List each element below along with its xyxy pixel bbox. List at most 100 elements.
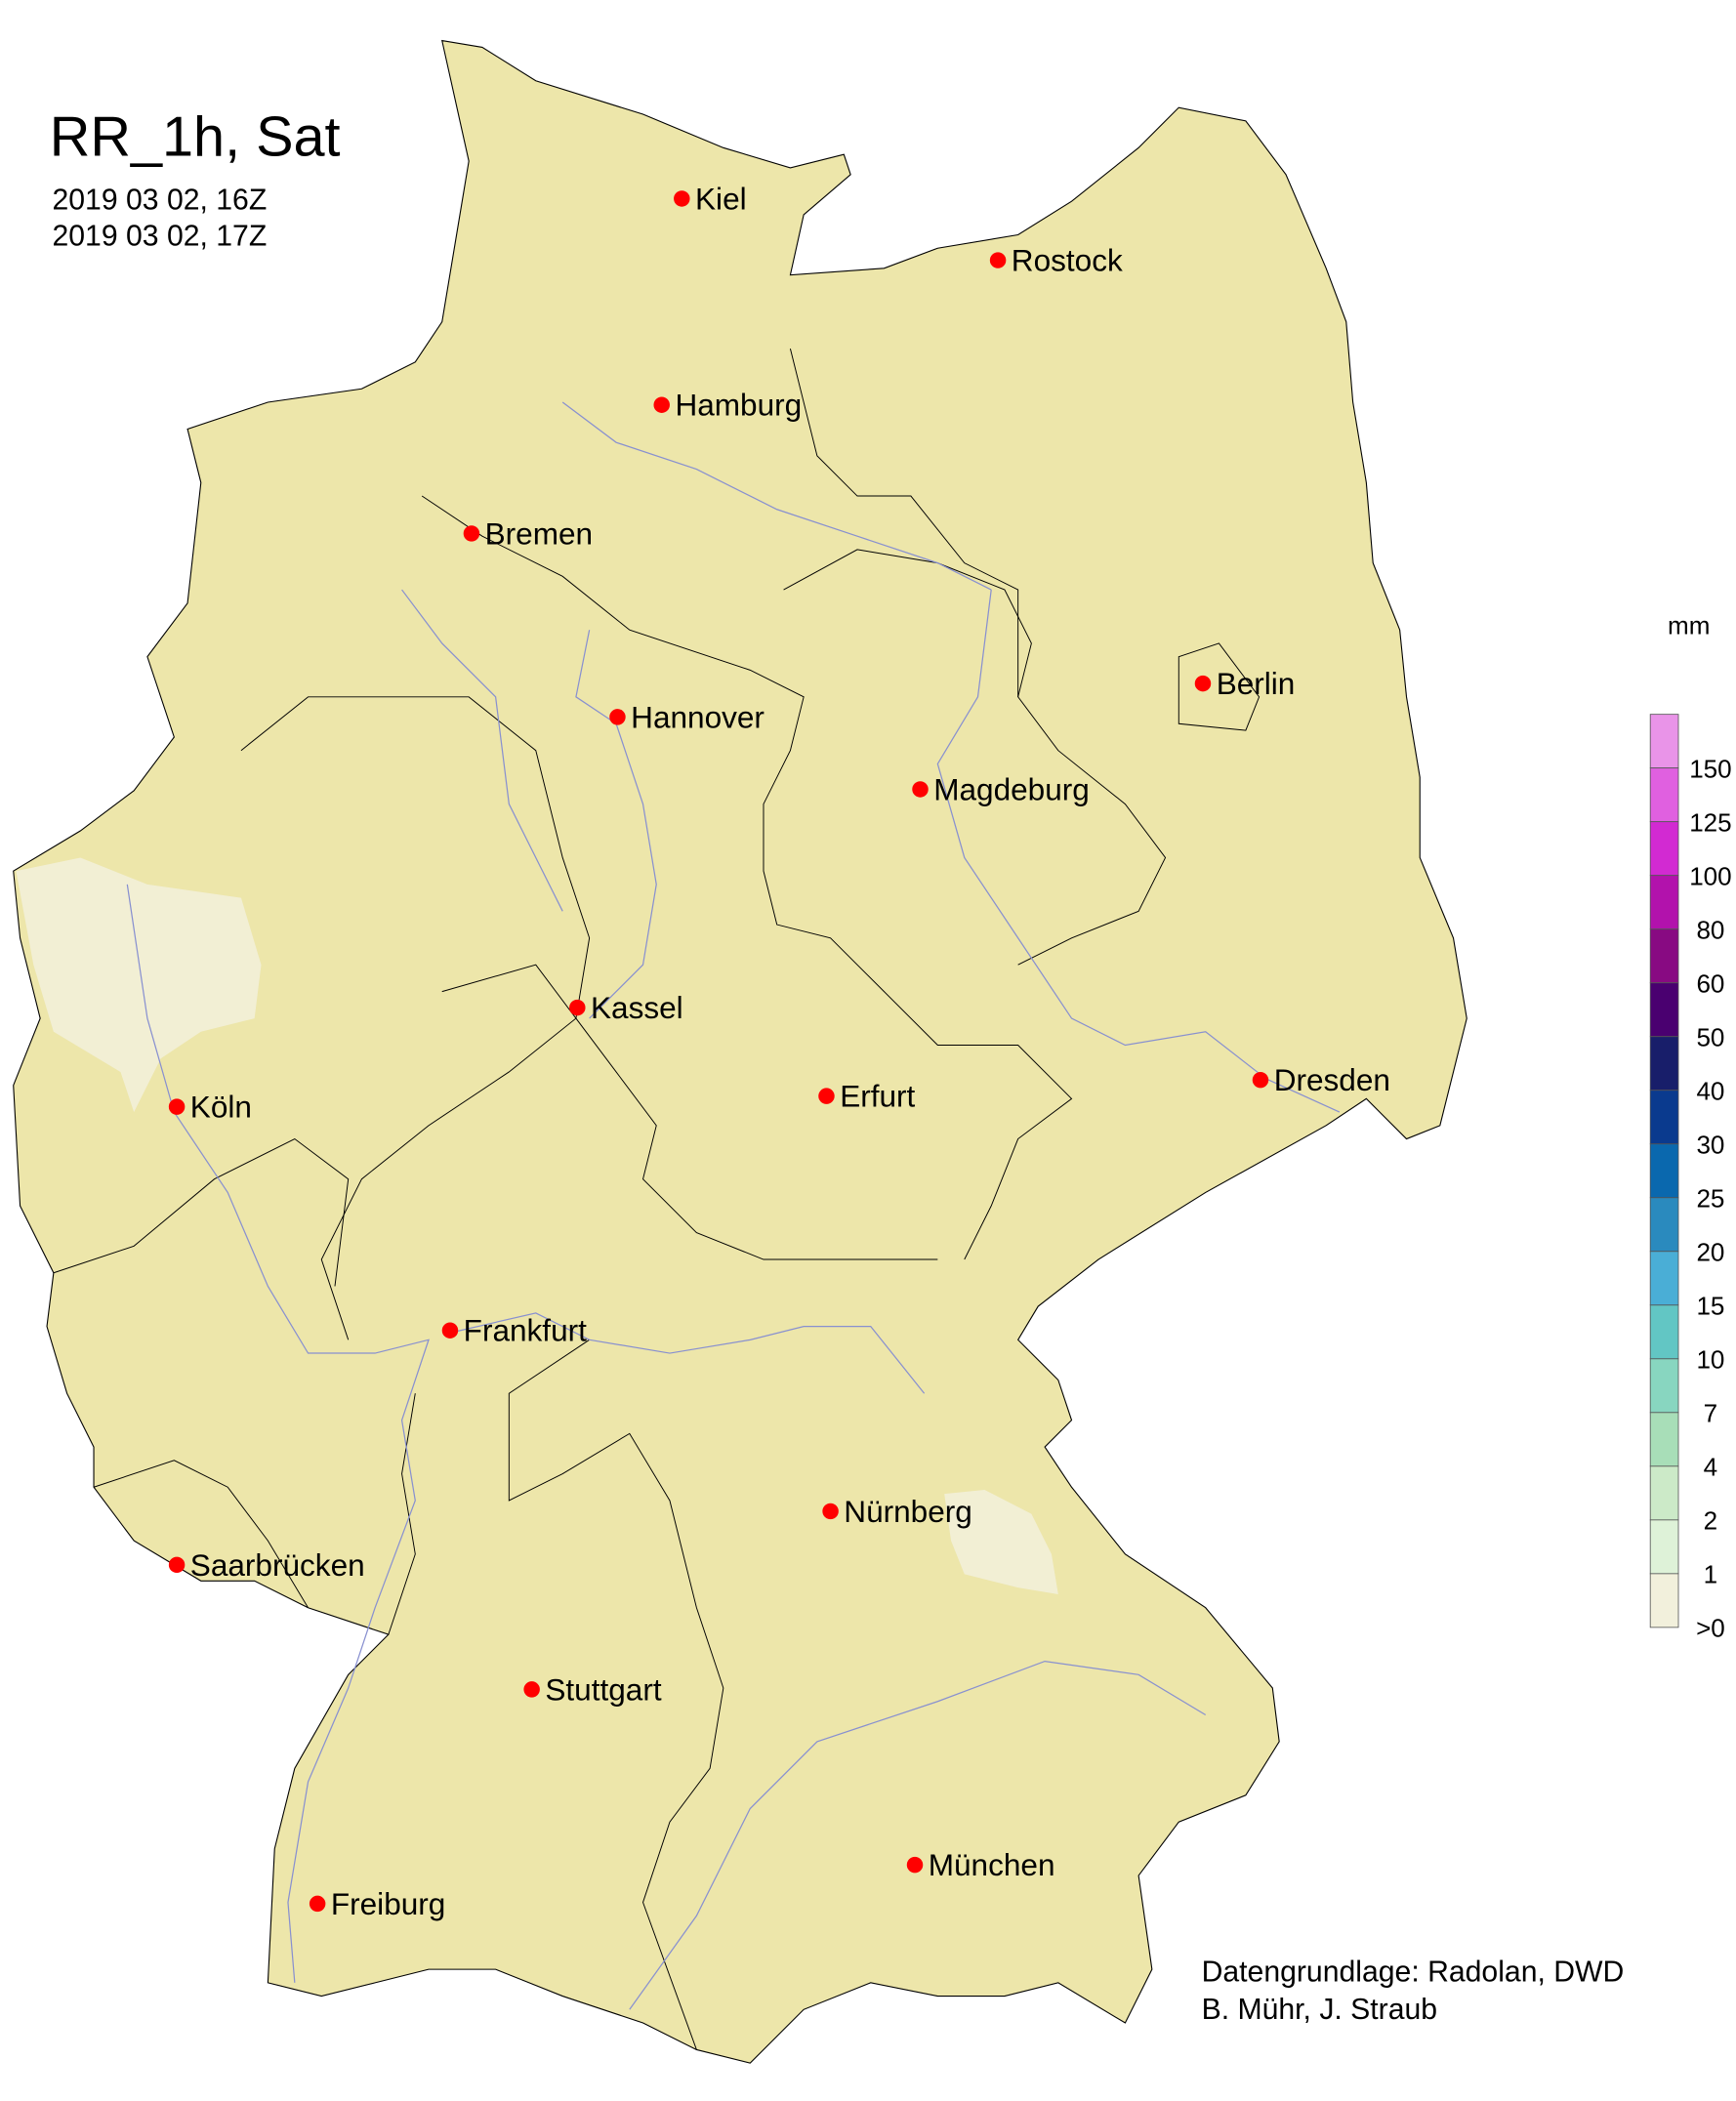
city-label: München (929, 1847, 1055, 1882)
legend-label: 30 (1696, 1130, 1724, 1159)
city-marker-dot (523, 1681, 540, 1698)
legend-label: 125 (1689, 807, 1731, 837)
city-marker-dot (463, 525, 480, 542)
city-münchen: München (906, 1847, 1055, 1882)
color-legend: mm 150 125 100 80 60 50 40 30 25 20 15 10 7 4 2 1 >0 (1649, 610, 1732, 1642)
legend-swatch (1649, 767, 1679, 823)
germany-land (13, 39, 1467, 2064)
legend-label: 80 (1696, 915, 1724, 944)
city-marker-dot (168, 1556, 186, 1574)
legend-swatch (1649, 1304, 1679, 1360)
time-start: 2019 03 02, 16Z (53, 184, 268, 216)
rivers (126, 401, 1341, 2010)
city-label: Köln (190, 1090, 252, 1125)
city-marker-dot (912, 781, 929, 798)
city-hamburg: Hamburg (653, 388, 802, 423)
legend-label: 15 (1696, 1291, 1724, 1320)
credit-line-1: Datengrundlage: Radolan, DWD (1202, 1956, 1625, 1988)
legend-swatch (1649, 982, 1679, 1038)
city-rostock: Rostock (989, 243, 1123, 278)
city-marker-dot (818, 1088, 835, 1104)
legend-swatch (1649, 1519, 1679, 1575)
legend-unit: mm (1668, 610, 1710, 639)
legend-label: 100 (1689, 861, 1731, 890)
city-marker-dot (1194, 675, 1212, 692)
city-stuttgart: Stuttgart (523, 1671, 662, 1707)
map-title: RR_1h, Sat (50, 106, 341, 169)
legend-label: 20 (1696, 1237, 1724, 1266)
city-marker-dot (989, 252, 1007, 268)
city-marker-dot (609, 709, 626, 725)
city-label: Kassel (591, 990, 683, 1025)
city-label: Kiel (695, 181, 747, 216)
legend-swatch (1649, 1573, 1679, 1628)
legend-label: 60 (1696, 968, 1724, 998)
light-precip-east (944, 1489, 1058, 1594)
city-label: Saarbrücken (190, 1547, 365, 1583)
city-label: Berlin (1217, 666, 1296, 701)
legend-swatch (1649, 1197, 1679, 1253)
city-label: Rostock (1012, 243, 1123, 278)
city-label: Freiburg (331, 1886, 445, 1921)
legend-swatch (1649, 928, 1679, 984)
legend-label: 40 (1696, 1076, 1724, 1105)
legend-label: 25 (1696, 1183, 1724, 1213)
city-frankfurt: Frankfurt (441, 1313, 587, 1348)
legend-swatch (1649, 1090, 1679, 1145)
city-marker-dot (168, 1098, 186, 1115)
light-precip-west (16, 857, 262, 1113)
city-marker-dot (1252, 1071, 1269, 1089)
city-marker-dot (906, 1856, 924, 1874)
city-saarbrücken: Saarbrücken (168, 1547, 365, 1583)
legend-swatch (1649, 1143, 1679, 1199)
city-marker-dot (309, 1895, 326, 1913)
city-bremen: Bremen (463, 515, 593, 551)
city-label: Erfurt (840, 1079, 915, 1114)
legend-label: 2 (1704, 1505, 1718, 1535)
credit-line-2: B. Mühr, J. Straub (1202, 1994, 1437, 2026)
city-markers: Kiel Rostock Hamburg Bremen Berlin Hannover Ma… (168, 181, 1390, 1921)
city-marker-dot (822, 1503, 839, 1520)
legend-swatch (1649, 821, 1679, 877)
legend-label: 50 (1696, 1022, 1724, 1051)
city-label: Frankfurt (464, 1313, 587, 1348)
city-marker-dot (441, 1322, 459, 1339)
city-kiel: Kiel (674, 181, 747, 216)
city-label: Hannover (631, 699, 765, 734)
legend-swatch (1649, 1412, 1679, 1467)
legend-label: 7 (1704, 1398, 1718, 1427)
germany-outline (13, 39, 1467, 2064)
time-end: 2019 03 02, 17Z (53, 220, 268, 252)
city-berlin: Berlin (1194, 666, 1296, 701)
state-borders (53, 349, 1261, 2050)
city-label: Bremen (485, 515, 593, 551)
city-marker-dot (653, 396, 670, 413)
city-label: Hamburg (675, 388, 802, 423)
legend-label: 4 (1704, 1452, 1718, 1481)
legend-label: >0 (1696, 1613, 1725, 1642)
city-dresden: Dresden (1252, 1062, 1390, 1097)
legend-swatch (1649, 1358, 1679, 1414)
legend-label: 1 (1704, 1559, 1718, 1588)
city-marker-dot (569, 999, 586, 1016)
city-label: Dresden (1274, 1062, 1390, 1097)
city-kassel: Kassel (569, 990, 683, 1025)
city-label: Stuttgart (545, 1671, 661, 1707)
legend-swatch (1649, 875, 1679, 930)
city-nürnberg: Nürnberg (822, 1494, 972, 1529)
city-marker-dot (674, 190, 690, 207)
city-label: Nürnberg (844, 1494, 972, 1529)
city-hannover: Hannover (609, 699, 765, 734)
legend-swatch (1649, 1465, 1679, 1521)
city-köln: Köln (168, 1090, 252, 1125)
city-freiburg: Freiburg (309, 1886, 445, 1921)
legend-label: 10 (1696, 1344, 1724, 1374)
legend-swatch (1649, 1251, 1679, 1306)
legend-label: 150 (1689, 754, 1731, 783)
legend-swatch (1649, 1036, 1679, 1092)
city-magdeburg: Magdeburg (912, 771, 1090, 806)
legend-swatch (1649, 714, 1679, 769)
city-erfurt: Erfurt (818, 1079, 916, 1114)
city-label: Magdeburg (933, 771, 1090, 806)
